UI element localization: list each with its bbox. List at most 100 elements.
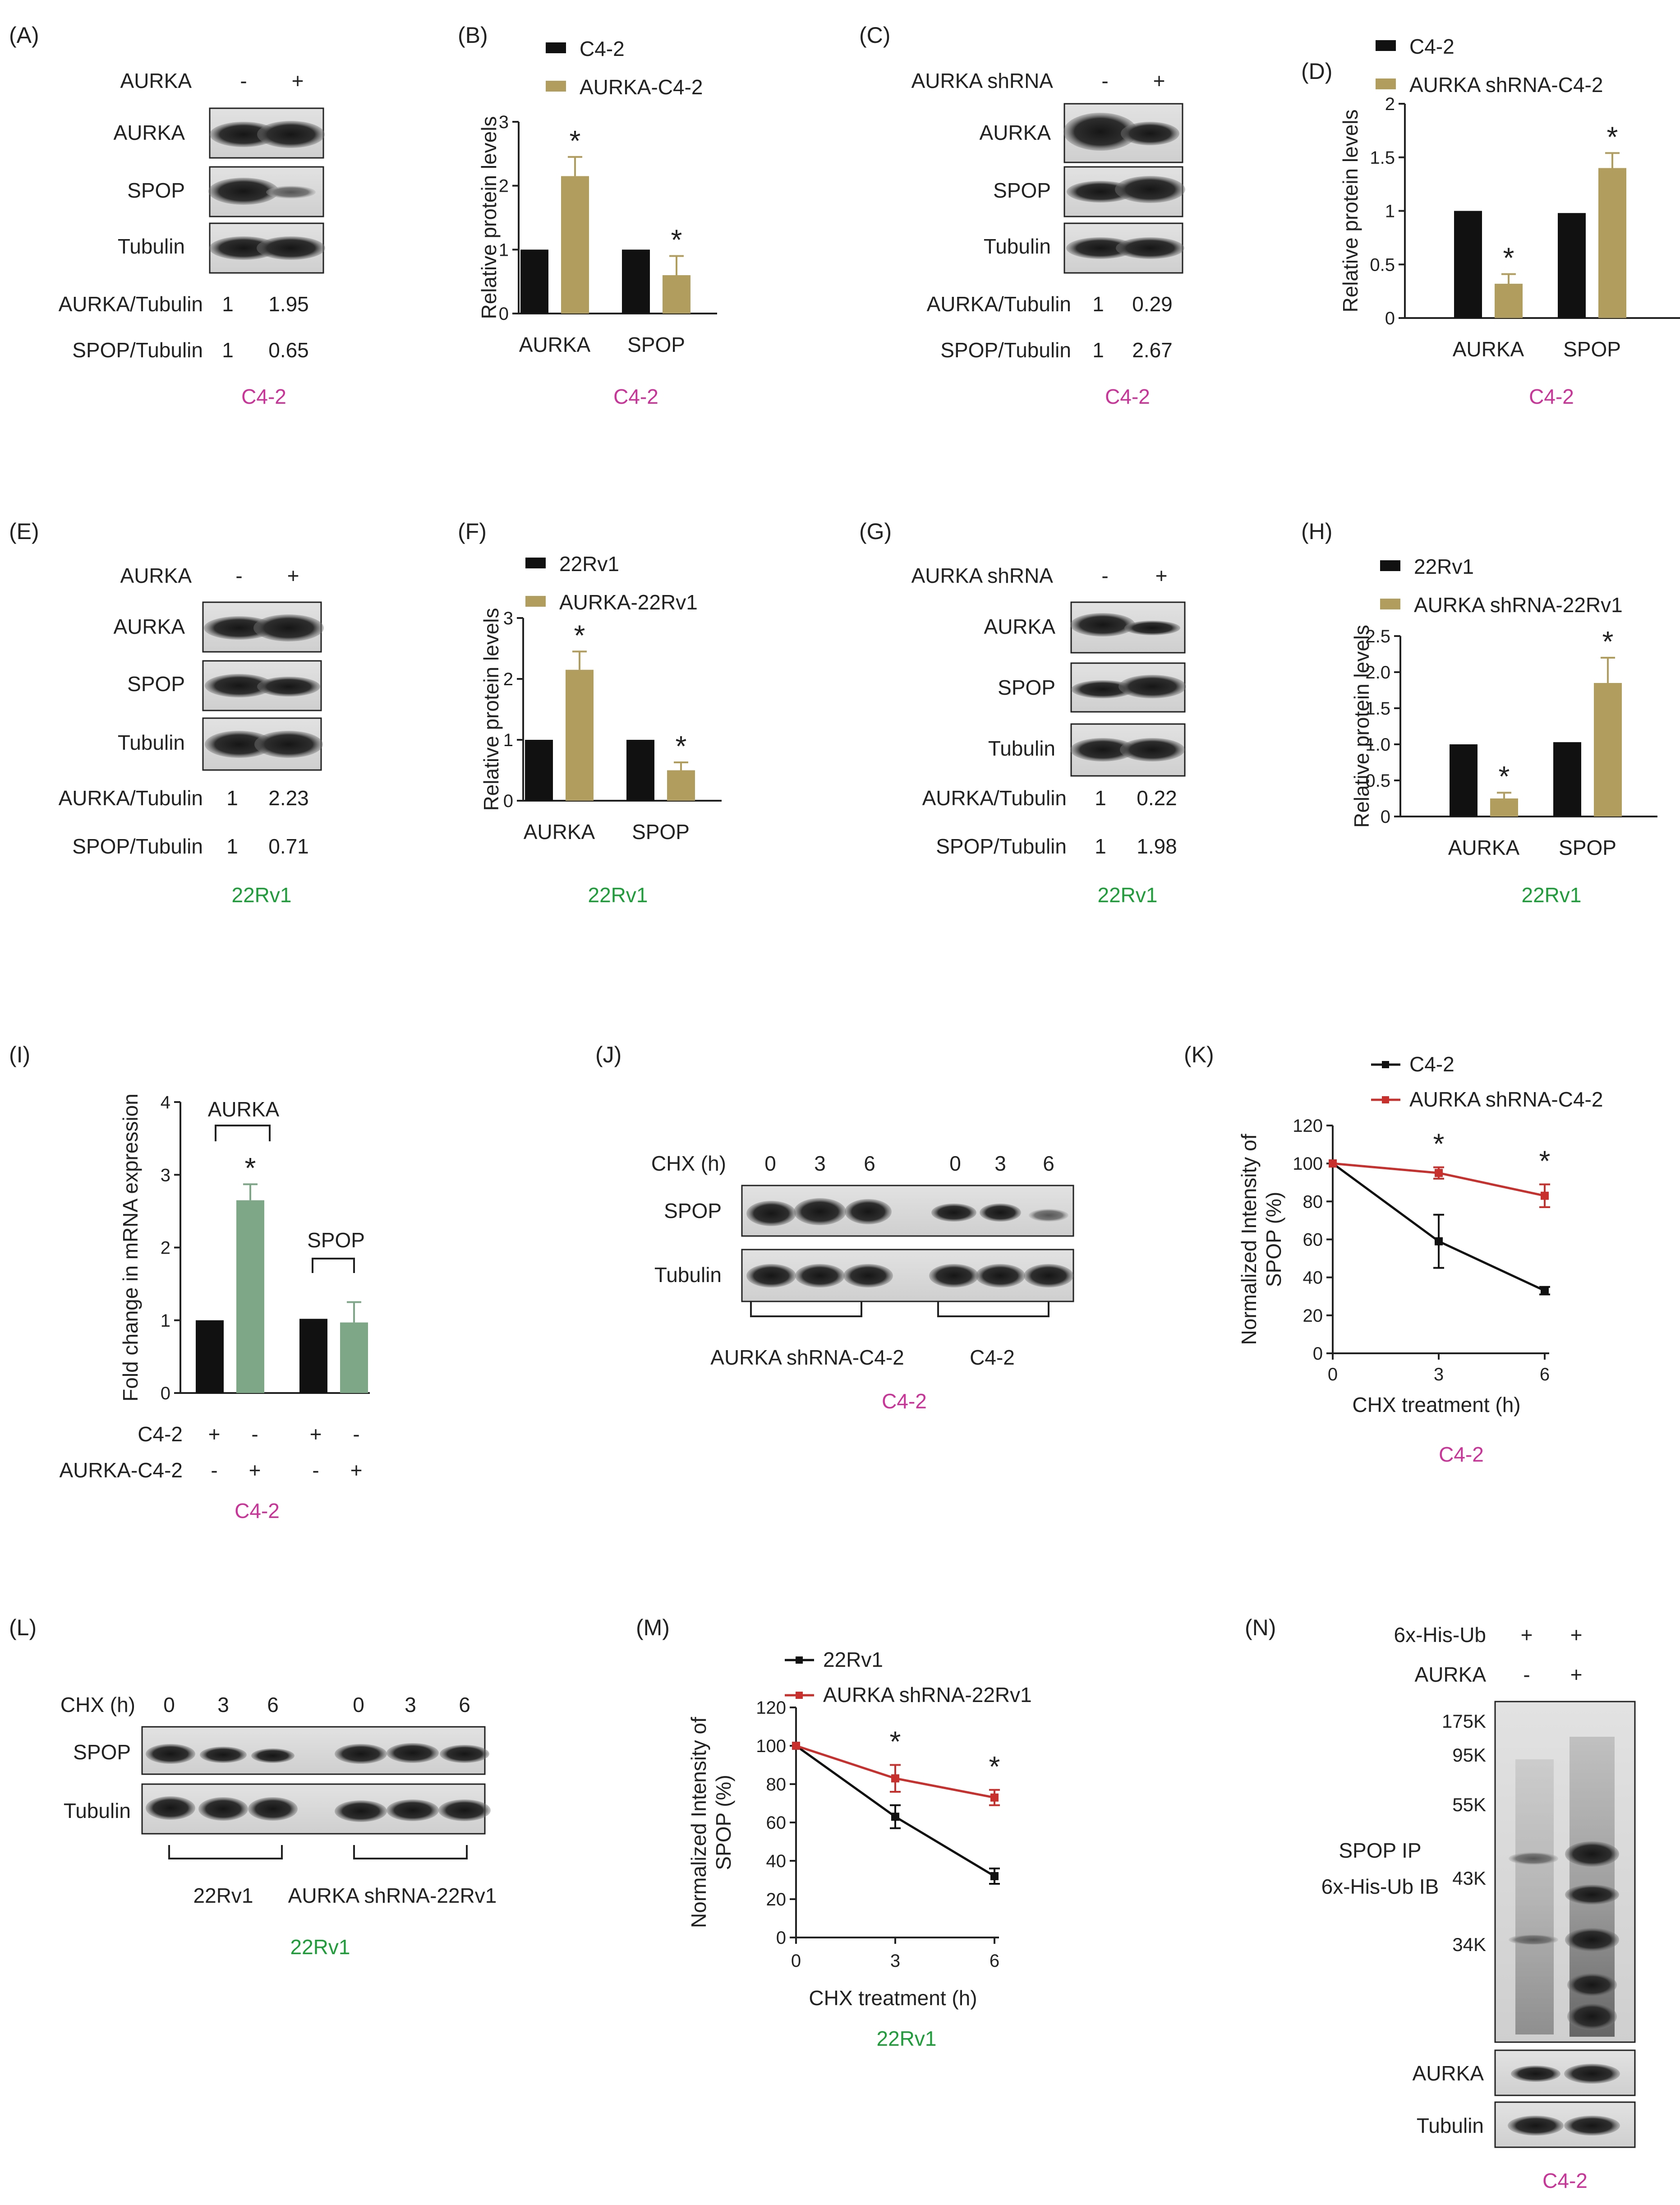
group-label: AURKA shRNA-C4-2	[710, 1346, 904, 1369]
y-tick-label: 80	[766, 1775, 787, 1794]
data-point	[1329, 1159, 1337, 1168]
blot-band	[1029, 1209, 1068, 1222]
western-blot	[1070, 601, 1186, 777]
blot-band	[1565, 1928, 1619, 1951]
significance-star: *	[570, 125, 581, 157]
mw-marker: 55K	[1452, 1794, 1486, 1815]
time-label: 3	[814, 1152, 826, 1175]
y-axis-label: SPOP (%)	[712, 1775, 735, 1870]
y-tick-label: 4	[161, 1093, 170, 1112]
condition-sign: +	[1570, 1663, 1583, 1686]
y-tick-label: 2	[503, 669, 513, 689]
treatment-label: AURKA	[120, 69, 192, 92]
y-axis-label: Relative protein levels	[477, 116, 501, 319]
ubiquitin-smear	[1515, 1759, 1554, 2034]
bar	[340, 1322, 368, 1393]
blot-band	[1121, 122, 1179, 145]
group-bracket	[937, 1301, 1049, 1317]
panel-letter-h: (H)	[1301, 519, 1332, 544]
time-label: 6	[459, 1693, 470, 1716]
blot-band	[248, 1797, 298, 1821]
blot-band	[1564, 2116, 1620, 2136]
data-point	[792, 1742, 800, 1750]
cell-line-label: 22Rv1	[588, 883, 648, 907]
blot-band	[1509, 1934, 1558, 1945]
legend-swatch	[525, 558, 546, 568]
blot-band	[1565, 1841, 1619, 1867]
panel-l: (L) CHX (h) 0 3 6 0 3 6 SPOP Tubulin 22R…	[9, 1615, 497, 1959]
quant-value: 0.29	[1132, 292, 1173, 316]
panel-i: (I) 0 1 2 3 4 Fold change in mRNA expression *…	[9, 1042, 370, 1522]
legend-label: C4-2	[1409, 35, 1454, 58]
quant-label: SPOP/Tubulin	[72, 338, 203, 362]
cell-line-label: 22Rv1	[1098, 883, 1158, 907]
y-tick-label: 40	[1303, 1268, 1323, 1288]
blot-band	[795, 1264, 845, 1287]
blot-band	[1070, 738, 1135, 761]
y-tick-label: 1.0	[1365, 735, 1390, 755]
group-label: SPOP	[307, 1228, 365, 1252]
y-tick-label: 0	[776, 1928, 786, 1948]
western-blot	[141, 1726, 491, 1835]
quant-label: SPOP/Tubulin	[940, 338, 1071, 362]
bar	[1598, 168, 1626, 318]
group-bracket	[750, 1301, 862, 1317]
y-tick-label: 1	[503, 730, 513, 750]
bar-chart-i: 0 1 2 3 4 Fold change in mRNA expression *	[119, 1093, 370, 1403]
time-label: 3	[994, 1152, 1006, 1175]
y-axis-label: Relative protein levels	[479, 608, 503, 811]
significance-star: *	[574, 619, 585, 651]
y-tick-label: 0.5	[1365, 771, 1390, 791]
data-point	[891, 1813, 899, 1821]
condition-sign: +	[1521, 1623, 1533, 1647]
quant-value: 1	[1095, 835, 1106, 858]
blot-band	[1071, 680, 1134, 698]
condition-sign: -	[312, 1458, 319, 1482]
blot-row-label: Tubulin	[654, 1263, 722, 1287]
blot-band	[1509, 1852, 1558, 1865]
legend-label: 22Rv1	[1414, 555, 1474, 578]
quant-value: 0.22	[1137, 786, 1177, 810]
significance-star: *	[676, 730, 687, 762]
blot-band	[1120, 738, 1185, 761]
group-label: C4-2	[970, 1346, 1015, 1369]
legend-label: AURKA shRNA-22Rv1	[1414, 593, 1623, 617]
bar	[299, 1319, 327, 1393]
condition-row-label: AURKA-C4-2	[59, 1458, 183, 1482]
y-tick-label: 100	[1293, 1154, 1323, 1174]
legend-swatch	[1376, 78, 1396, 89]
bar	[626, 740, 654, 801]
panel-letter-b: (B)	[458, 23, 488, 48]
quant-value: 1	[1092, 338, 1104, 362]
legend-marker	[796, 1656, 803, 1664]
significance-star: *	[890, 1725, 901, 1758]
group-label: AURKA shRNA-22Rv1	[288, 1884, 497, 1907]
blot-row-label: AURKA	[984, 615, 1056, 638]
condition-sign: +	[1570, 1623, 1583, 1647]
legend-marker	[796, 1692, 803, 1699]
quant-value: 2.23	[268, 786, 309, 810]
y-tick-label: 2.0	[1365, 663, 1390, 683]
mw-marker: 34K	[1452, 1934, 1486, 1955]
chx-label: CHX (h)	[60, 1693, 135, 1716]
category-label: AURKA	[524, 820, 595, 844]
quant-label: SPOP/Tubulin	[72, 835, 203, 858]
panel-c: (C) AURKA shRNA - + AURKA SPOP Tubulin A…	[859, 23, 1185, 408]
bar	[667, 770, 695, 801]
ip-label: SPOP IP	[1339, 1839, 1421, 1862]
y-axis-label: Relative protein levels	[1350, 625, 1373, 828]
condition-sign: +	[350, 1458, 363, 1482]
legend-label: C4-2	[1409, 1052, 1454, 1076]
cell-line-label: C4-2	[613, 385, 658, 408]
y-tick-label: 120	[1293, 1116, 1323, 1136]
blot-band	[929, 1264, 979, 1287]
time-label: 6	[864, 1152, 875, 1175]
bar	[1553, 742, 1581, 816]
quant-value: 1	[222, 338, 234, 362]
blot-band	[387, 1799, 439, 1821]
blot-band	[266, 186, 316, 198]
y-tick-label: 2	[161, 1238, 170, 1258]
condition-sign: +	[208, 1422, 221, 1446]
